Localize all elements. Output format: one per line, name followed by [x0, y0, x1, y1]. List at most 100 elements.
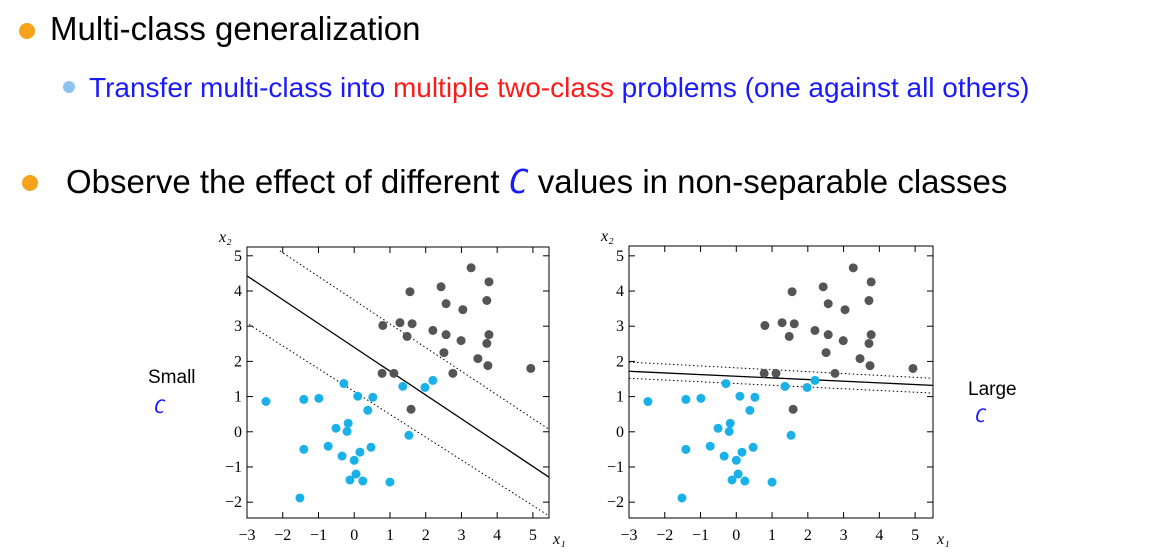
point: [780, 381, 790, 391]
plot-frame: [246, 246, 550, 519]
point: [342, 426, 352, 436]
bullet-text: Multi-class generalization: [50, 10, 421, 47]
point: [865, 361, 875, 371]
point: [343, 418, 353, 428]
point: [466, 263, 476, 273]
point: [830, 368, 840, 378]
point: [777, 318, 787, 328]
point: [402, 331, 412, 341]
y-tick-label: 3: [234, 318, 242, 335]
sub-bullet-text: Transfer multi-class into multiple two-c…: [89, 68, 1089, 107]
point: [818, 282, 828, 292]
boundary-line: [628, 361, 934, 379]
point: [740, 476, 750, 486]
y-tick-label: 0: [616, 424, 624, 441]
y-tick-label: 4: [234, 283, 242, 300]
point: [724, 426, 734, 436]
point: [441, 299, 451, 309]
bullet-dot: [22, 175, 38, 191]
point: [407, 319, 417, 329]
point: [395, 318, 405, 328]
point: [473, 354, 483, 364]
y-tick-label: 0: [234, 424, 242, 441]
y-tick-label: −1: [225, 459, 242, 476]
bullet-text: Observe the effect of different C values…: [66, 162, 1007, 201]
point: [261, 397, 271, 407]
point: [339, 379, 349, 389]
point: [787, 287, 797, 297]
y-tick-label: −2: [607, 494, 624, 511]
point: [484, 277, 494, 287]
point: [823, 330, 833, 340]
y-tick-label: 2: [234, 353, 242, 370]
point: [441, 330, 451, 340]
point: [864, 338, 874, 348]
point: [420, 382, 430, 392]
x-axis-label: x₁: [936, 531, 950, 548]
boundary-line: [279, 250, 550, 430]
x-tick-label: −1: [310, 527, 327, 544]
text-part: Observe the effect of different: [66, 163, 509, 200]
x-tick-label: −3: [620, 527, 637, 544]
point: [823, 299, 833, 309]
point: [733, 469, 743, 479]
point: [786, 430, 796, 440]
x-tick-label: −2: [274, 527, 291, 544]
point: [526, 363, 536, 373]
point: [788, 404, 798, 414]
point: [735, 391, 745, 401]
point: [677, 493, 687, 503]
point: [855, 354, 865, 364]
c-symbol: C: [508, 162, 529, 201]
point: [458, 305, 468, 315]
point: [323, 441, 333, 451]
side-symbol: C: [975, 405, 987, 427]
point: [802, 382, 812, 392]
point: [696, 393, 706, 403]
point: [737, 447, 747, 457]
point: [838, 336, 848, 346]
side-label: Small: [148, 367, 196, 388]
x-tick-label: −3: [238, 527, 255, 544]
text-part: values in non-separable classes: [528, 163, 1008, 200]
x-tick-label: 5: [911, 527, 919, 544]
x-tick-label: 2: [422, 527, 430, 544]
x-tick-label: 4: [493, 527, 501, 544]
point: [385, 477, 395, 487]
point: [681, 444, 691, 454]
point: [713, 423, 723, 433]
point: [389, 368, 399, 378]
point: [345, 475, 355, 485]
boundary-line: [246, 275, 550, 478]
point: [484, 330, 494, 340]
point: [351, 469, 361, 479]
plot-frame: [628, 245, 934, 519]
point: [760, 321, 770, 331]
point: [731, 455, 741, 465]
point: [428, 375, 438, 385]
x-tick-label: 1: [386, 527, 394, 544]
x-tick-label: 1: [768, 527, 776, 544]
text-part: multiple two-class: [392, 72, 614, 103]
point: [719, 451, 729, 461]
point: [789, 319, 799, 329]
side-label: Large: [968, 379, 1017, 400]
side-symbol: C: [154, 396, 166, 418]
point: [483, 361, 493, 371]
text-part: Transfer multi-class into: [89, 72, 393, 103]
point: [482, 295, 492, 305]
y-tick-label: 2: [616, 353, 624, 370]
x-tick-label: 3: [457, 527, 465, 544]
point: [456, 336, 466, 346]
point: [821, 348, 831, 358]
point: [314, 393, 324, 403]
point: [908, 363, 918, 373]
point: [355, 447, 365, 457]
point: [840, 305, 850, 315]
point: [363, 405, 373, 415]
point: [681, 394, 691, 404]
x-axis-label: x₁: [552, 531, 566, 548]
point: [378, 320, 388, 330]
point: [759, 368, 769, 378]
